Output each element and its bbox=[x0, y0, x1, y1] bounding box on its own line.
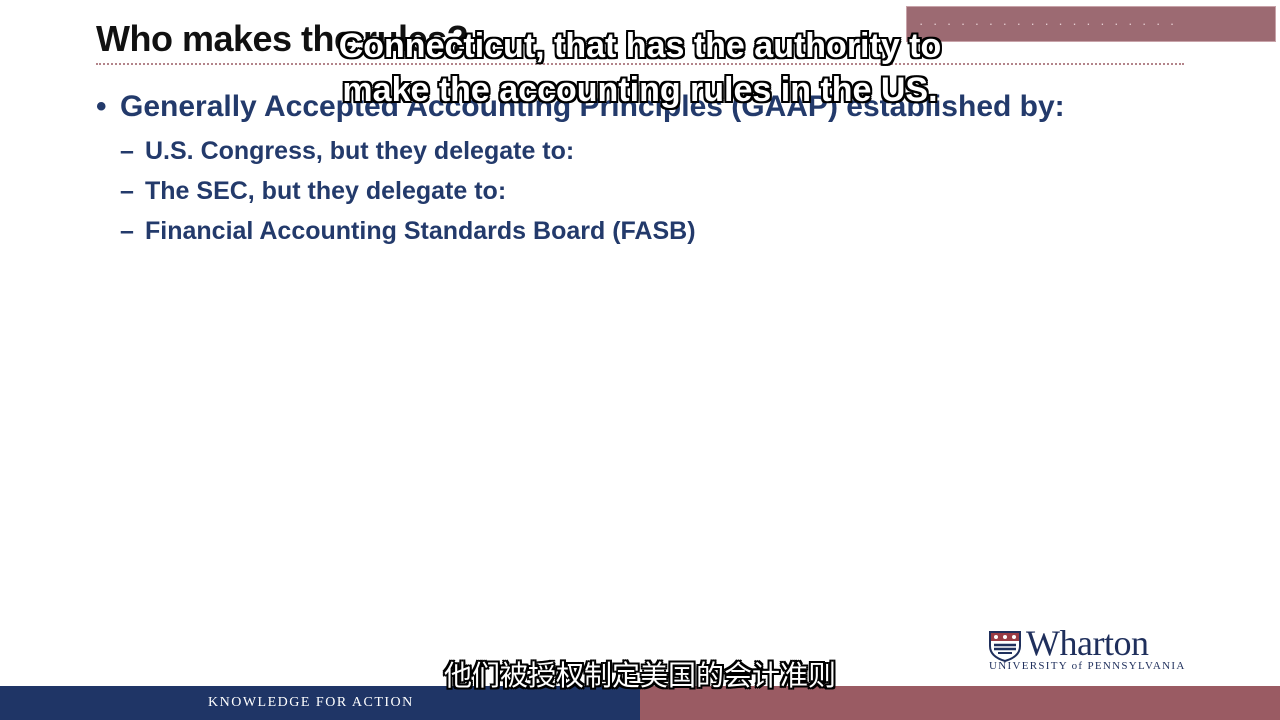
english-subtitle-line: Connecticut, that has the authority to bbox=[0, 24, 1280, 68]
sub-bullet-item: – The SEC, but they delegate to: bbox=[120, 174, 696, 214]
sub-bullet-list: – U.S. Congress, but they delegate to: – T… bbox=[120, 134, 696, 254]
sub-bullet-text: The SEC, but they delegate to: bbox=[145, 177, 506, 205]
dash-icon: – bbox=[120, 214, 145, 248]
dash-icon: – bbox=[120, 134, 145, 168]
dash-icon: – bbox=[120, 174, 145, 208]
footer-tagline: KNOWLEDGE FOR ACTION bbox=[208, 695, 414, 711]
english-subtitle-line: make the accounting rules in the US. bbox=[0, 68, 1280, 112]
english-subtitle: Connecticut, that has the authority to m… bbox=[0, 24, 1280, 112]
sub-bullet-text: U.S. Congress, but they delegate to: bbox=[145, 137, 574, 165]
sub-bullet-item: – Financial Accounting Standards Board (F… bbox=[120, 214, 696, 254]
sub-bullet-text: Financial Accounting Standards Board (FA… bbox=[145, 217, 696, 245]
sub-bullet-item: – U.S. Congress, but they delegate to: bbox=[120, 134, 696, 174]
chinese-subtitle: 他们被授权制定美国的会计准则 bbox=[0, 656, 1280, 696]
